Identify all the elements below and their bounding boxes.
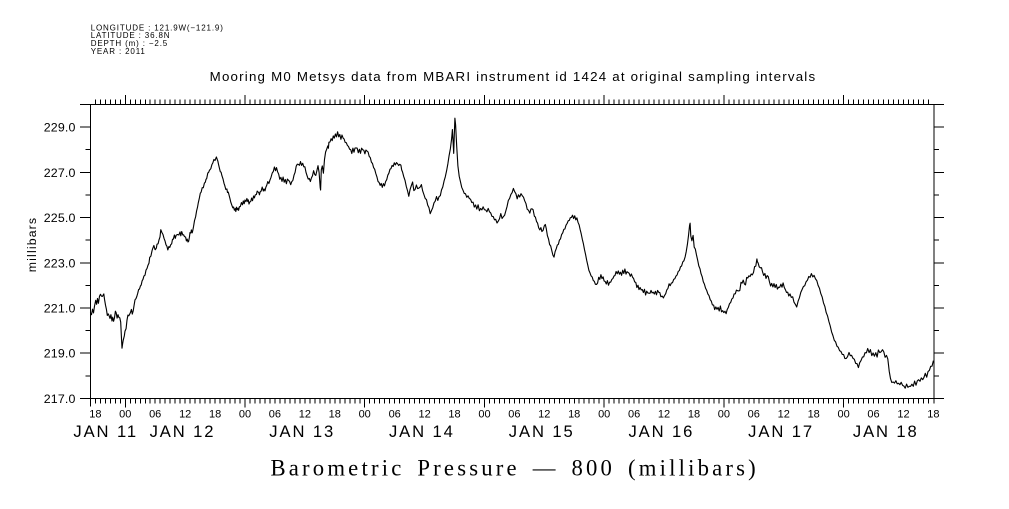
svg-text:18: 18 <box>89 409 101 421</box>
svg-text:00: 00 <box>718 409 730 421</box>
svg-text:223.0: 223.0 <box>44 256 76 270</box>
svg-text:18: 18 <box>209 409 221 421</box>
svg-text:JAN 16: JAN 16 <box>628 422 694 441</box>
svg-text:227.0: 227.0 <box>44 166 76 180</box>
svg-text:Barometric Pressure — 800 (mil: Barometric Pressure — 800 (millibars) <box>270 455 759 480</box>
svg-text:00: 00 <box>359 409 371 421</box>
svg-text:00: 00 <box>119 409 131 421</box>
svg-text:LONGITUDE : 121.9W(−121.9): LONGITUDE : 121.9W(−121.9) <box>91 23 224 32</box>
svg-text:06: 06 <box>867 409 879 421</box>
svg-text:12: 12 <box>778 409 790 421</box>
svg-text:18: 18 <box>329 409 341 421</box>
svg-text:18: 18 <box>568 409 580 421</box>
svg-text:18: 18 <box>927 409 939 421</box>
svg-text:06: 06 <box>628 409 640 421</box>
svg-text:06: 06 <box>508 409 520 421</box>
svg-text:JAN 12: JAN 12 <box>150 422 216 441</box>
svg-text:12: 12 <box>179 409 191 421</box>
svg-text:YEAR : 2011: YEAR : 2011 <box>91 47 146 56</box>
svg-text:00: 00 <box>478 409 490 421</box>
svg-text:DEPTH (m) : −2.5: DEPTH (m) : −2.5 <box>91 39 168 48</box>
svg-text:12: 12 <box>538 409 550 421</box>
svg-text:229.0: 229.0 <box>44 121 76 135</box>
svg-text:12: 12 <box>658 409 670 421</box>
svg-text:225.0: 225.0 <box>44 211 76 225</box>
svg-text:JAN 18: JAN 18 <box>853 422 919 441</box>
svg-text:12: 12 <box>897 409 909 421</box>
svg-text:JAN 11: JAN 11 <box>73 422 138 441</box>
svg-text:12: 12 <box>418 409 430 421</box>
svg-text:12: 12 <box>299 409 311 421</box>
svg-text:06: 06 <box>389 409 401 421</box>
svg-text:JAN 14: JAN 14 <box>389 422 455 441</box>
svg-text:JAN 17: JAN 17 <box>748 422 814 441</box>
svg-text:millibars: millibars <box>25 217 39 272</box>
svg-text:06: 06 <box>748 409 760 421</box>
svg-text:00: 00 <box>837 409 849 421</box>
svg-text:00: 00 <box>598 409 610 421</box>
svg-text:18: 18 <box>808 409 820 421</box>
svg-text:217.0: 217.0 <box>44 392 76 406</box>
svg-text:221.0: 221.0 <box>44 302 76 316</box>
svg-text:JAN 15: JAN 15 <box>509 422 575 441</box>
svg-text:06: 06 <box>149 409 161 421</box>
svg-text:LATITUDE : 36.8N: LATITUDE : 36.8N <box>91 31 171 40</box>
svg-text:06: 06 <box>269 409 281 421</box>
svg-text:219.0: 219.0 <box>44 347 76 361</box>
svg-text:Mooring M0 Metsys data from MB: Mooring M0 Metsys data from MBARI instru… <box>210 69 817 84</box>
svg-text:JAN 13: JAN 13 <box>269 422 335 441</box>
svg-text:18: 18 <box>688 409 700 421</box>
svg-text:18: 18 <box>448 409 460 421</box>
svg-text:00: 00 <box>239 409 251 421</box>
